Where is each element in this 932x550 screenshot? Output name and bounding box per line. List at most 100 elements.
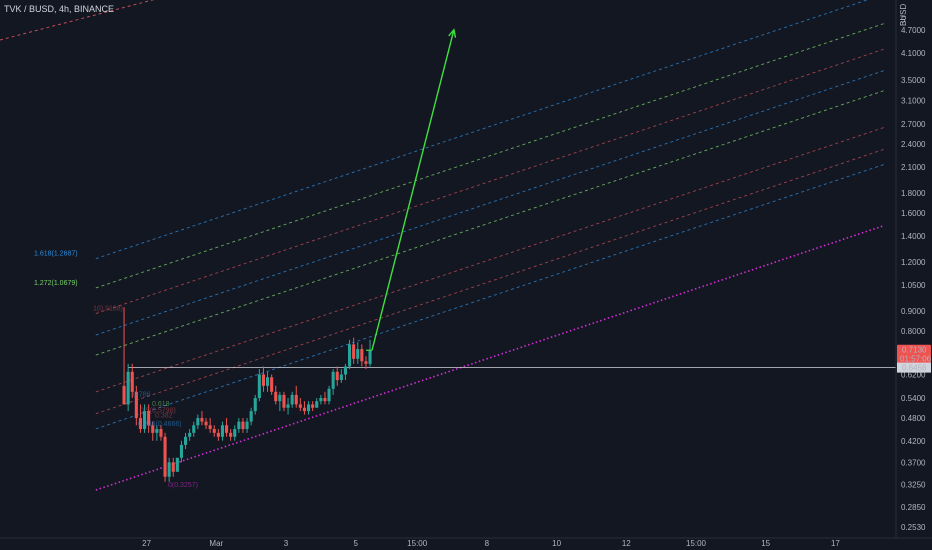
candle-body — [282, 394, 286, 408]
price-tick-label: 2.1000 — [901, 163, 926, 172]
candle-body — [237, 421, 241, 430]
candle-body — [356, 349, 360, 359]
fib-level-label: 0.618 — [152, 401, 170, 408]
last-price-value: 0.7130 — [902, 346, 927, 355]
candle-body — [294, 394, 298, 405]
candle-body — [167, 462, 171, 477]
price-tick-label: 0.3250 — [901, 480, 926, 489]
time-tick-label: 17 — [831, 539, 840, 548]
fib-level-label: 1.618(1.2687) — [34, 251, 78, 258]
candle-body — [364, 361, 368, 364]
price-line-value: 0.6456 — [902, 364, 927, 373]
candle-body — [298, 404, 302, 408]
fib-channel-line — [95, 163, 885, 430]
plot-area — [0, 0, 896, 491]
price-tick-label: 0.2850 — [901, 503, 926, 512]
candle-body — [163, 436, 167, 477]
candle-body — [335, 371, 339, 381]
fib-level-label: 1(0.9188) — [93, 306, 123, 313]
last-price-badge[interactable] — [897, 344, 931, 365]
price-tick-label: 2.4000 — [901, 140, 926, 149]
fib-channel-line — [95, 0, 869, 260]
candle-body — [143, 411, 147, 430]
price-tick-label: 0.5400 — [901, 394, 926, 403]
candle-body — [319, 398, 323, 402]
candle-body — [200, 418, 204, 422]
price-tick-label: 0.4200 — [901, 437, 926, 446]
candle-body — [253, 398, 257, 412]
candle-body — [184, 436, 188, 445]
candle-body — [245, 421, 249, 430]
candle-body — [249, 411, 253, 422]
candle-body — [274, 391, 278, 402]
fib-level-label: 0(0.3257) — [168, 482, 198, 489]
candle-body — [138, 418, 142, 430]
time-tick-label: 15:00 — [686, 539, 707, 548]
time-tick-label: 12 — [622, 539, 631, 548]
candle-body — [257, 374, 261, 399]
price-tick-label: 0.6200 — [901, 370, 926, 379]
candle-body — [266, 377, 270, 386]
time-tick-label: 3 — [284, 539, 289, 548]
time-tick-label: 27 — [142, 539, 151, 548]
fib-channel-line — [95, 148, 885, 415]
candle-body — [261, 374, 265, 386]
candle-body — [323, 398, 327, 402]
price-tick-label: 1.0500 — [901, 281, 926, 290]
candle-body — [368, 350, 372, 364]
candle-body — [212, 429, 216, 433]
candle-body — [327, 388, 331, 402]
quote-currency-label: BUSD — [899, 4, 908, 26]
candle-body — [315, 401, 319, 408]
candle-body — [130, 371, 134, 392]
candle-body — [134, 391, 138, 419]
candle-body — [122, 385, 126, 405]
price-tick-label: 0.3700 — [901, 458, 926, 467]
candle-body — [171, 462, 175, 472]
candle-body — [216, 432, 220, 437]
candle-body — [343, 366, 347, 375]
price-tick-label: 4.1000 — [901, 49, 926, 58]
candle-body — [241, 421, 245, 430]
symbol-title[interactable]: TVK / BUSD, 4h, BINANCE — [4, 4, 115, 14]
price-tick-label: 3.1000 — [901, 97, 926, 106]
candle-body — [159, 429, 163, 437]
candle-body — [155, 429, 159, 433]
fib-channel-line — [95, 22, 885, 289]
fib-channel-line — [95, 126, 885, 393]
candle-body — [352, 344, 356, 359]
fib-level-label: 0.382 — [155, 413, 173, 420]
fib-channel-line — [95, 224, 885, 491]
price-tick-label: 1.6000 — [901, 209, 926, 218]
time-tick-label: Mar — [209, 539, 223, 548]
price-tick-label: 0.8000 — [901, 327, 926, 336]
candle-body — [126, 371, 130, 405]
price-tick-label: 4.7000 — [901, 26, 926, 35]
candle-body — [220, 425, 224, 437]
candle-body — [360, 349, 364, 362]
candle-body — [270, 377, 274, 392]
fib-channel-line — [95, 69, 885, 336]
target-arrow — [371, 29, 455, 351]
candle-body — [290, 394, 294, 405]
candle-body — [175, 457, 179, 472]
candle-body — [311, 404, 315, 408]
price-line-badge[interactable] — [897, 362, 931, 373]
price-tick-label: 1.4000 — [901, 232, 926, 241]
candle-body — [307, 404, 311, 412]
price-tick-label: 3.5000 — [901, 76, 926, 85]
price-tick-label: 0.4800 — [901, 414, 926, 423]
time-tick-label: 5 — [353, 539, 358, 548]
fib-level-label: 0.5(0.5798) — [140, 407, 176, 414]
fib-level-label: 0.236(0.4666) — [138, 421, 182, 428]
time-tick-label: 8 — [485, 539, 490, 548]
candle-body — [192, 425, 196, 433]
candle-body — [208, 425, 212, 430]
candle-body — [229, 432, 233, 437]
candle-body — [204, 421, 208, 426]
bar-countdown: 01:57:06 — [900, 355, 932, 364]
time-tick-label: 15:00 — [407, 539, 428, 548]
candle-body — [179, 444, 183, 458]
